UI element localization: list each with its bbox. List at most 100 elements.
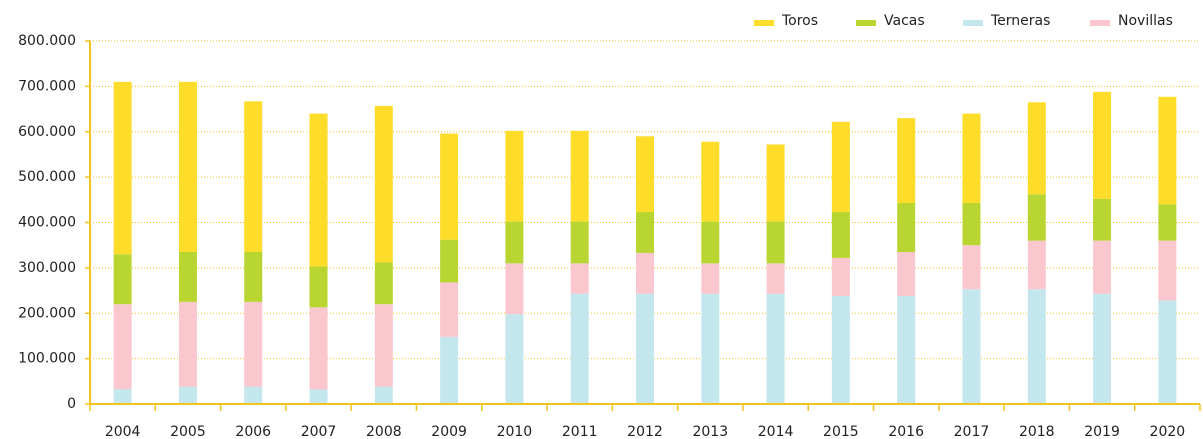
bar-segment [1027, 102, 1046, 195]
bar-segment [831, 212, 850, 258]
bar-segment [636, 293, 654, 404]
bar-segment [309, 266, 328, 308]
bar-segment [505, 221, 524, 264]
y-tick-label: 300.000 [18, 260, 76, 276]
x-tick-label: 2020 [1150, 424, 1186, 439]
x-tick-label: 2017 [954, 424, 990, 439]
bar-segment [440, 282, 459, 337]
bar-segment [244, 101, 263, 252]
x-tick-label: 2008 [366, 424, 402, 439]
bar-segment [636, 252, 654, 294]
bar-segment [570, 263, 589, 294]
bar-segment [897, 251, 916, 297]
bar-segment [113, 389, 132, 404]
x-tick-label: 2005 [170, 424, 206, 439]
bar-segment [701, 141, 720, 222]
bar-segment [1158, 96, 1177, 205]
bar-segment [1093, 198, 1112, 241]
bar-segment [374, 386, 393, 404]
bar-segment [701, 221, 720, 264]
bar-segment [831, 296, 850, 404]
legend-label: Novillas [1118, 13, 1173, 29]
bar-segment [962, 289, 981, 404]
bar-segment [374, 262, 393, 305]
bar-segment [178, 81, 197, 252]
x-tick-label: 2006 [235, 424, 271, 439]
y-tick-label: 0 [67, 396, 76, 412]
bar-segment [178, 386, 197, 404]
bar-segment [766, 293, 785, 404]
bar-segment [440, 133, 459, 240]
y-tick-label: 700.000 [18, 78, 76, 94]
bar-segment [701, 293, 720, 404]
bar-segment [701, 263, 720, 294]
x-tick-label: 2011 [562, 424, 598, 439]
bar-segment [505, 314, 524, 404]
legend-label: Terneras [990, 13, 1050, 29]
legend-swatch [963, 20, 983, 26]
x-tick-label: 2014 [758, 424, 794, 439]
bar-segment [244, 386, 263, 404]
bar-segment [570, 293, 589, 404]
x-tick-label: 2012 [627, 424, 663, 439]
bar-segment [309, 389, 328, 404]
bar-segment [570, 221, 589, 264]
y-tick-label: 500.000 [18, 169, 76, 185]
x-tick-label: 2007 [301, 424, 337, 439]
legend-label: Toros [781, 13, 818, 29]
y-tick-label: 200.000 [18, 305, 76, 321]
bar-segment [1158, 300, 1177, 404]
x-tick-label: 2013 [692, 424, 728, 439]
bar-segment [113, 254, 132, 305]
bar-segment [897, 296, 916, 404]
legend-label: Vacas [884, 13, 925, 29]
bar-segment [1158, 240, 1177, 301]
bar-segment [244, 251, 263, 302]
y-tick-label: 100.000 [18, 351, 76, 367]
bar-segment [831, 257, 850, 297]
bar-segment [636, 136, 654, 213]
bar-segment [113, 81, 132, 255]
y-tick-label: 800.000 [18, 33, 76, 49]
bar-segment [505, 263, 524, 315]
bar-segment [1027, 289, 1046, 404]
x-tick-label: 2004 [105, 424, 141, 439]
bar-segment [374, 304, 393, 387]
bar-segment [962, 202, 981, 246]
legend-swatch [856, 20, 876, 26]
bar-segment [897, 202, 916, 252]
bar-segment [374, 105, 393, 263]
bar-segment [570, 130, 589, 222]
x-tick-label: 2019 [1084, 424, 1120, 439]
x-tick-label: 2009 [431, 424, 467, 439]
x-tick-label: 2016 [888, 424, 924, 439]
bar-segment [636, 212, 654, 253]
bar-segment [766, 144, 785, 222]
x-tick-label: 2015 [823, 424, 859, 439]
bar-segment [1093, 240, 1112, 294]
bar-segment [244, 301, 263, 387]
bar-segment [505, 130, 524, 222]
bar-segment [309, 113, 328, 267]
bar-segment [1093, 293, 1112, 404]
bar-segment [113, 304, 132, 390]
legend-swatch [754, 20, 774, 26]
bar-segment [440, 336, 459, 404]
y-tick-label: 400.000 [18, 215, 76, 231]
bar-segment [897, 118, 916, 203]
bar-segment [309, 307, 328, 390]
bar-segment [1027, 194, 1046, 241]
bar-segment [1027, 240, 1046, 290]
bar-segment [1158, 204, 1177, 241]
bar-segment [962, 113, 981, 203]
bar-segment [766, 263, 785, 294]
bar-segment [831, 121, 850, 213]
x-tick-label: 2010 [497, 424, 533, 439]
bar-segment [766, 221, 785, 264]
bar-segment [178, 251, 197, 302]
bar-segment [1093, 91, 1112, 199]
x-tick-label: 2018 [1019, 424, 1055, 439]
y-tick-label: 600.000 [18, 124, 76, 140]
legend-swatch [1090, 20, 1110, 26]
